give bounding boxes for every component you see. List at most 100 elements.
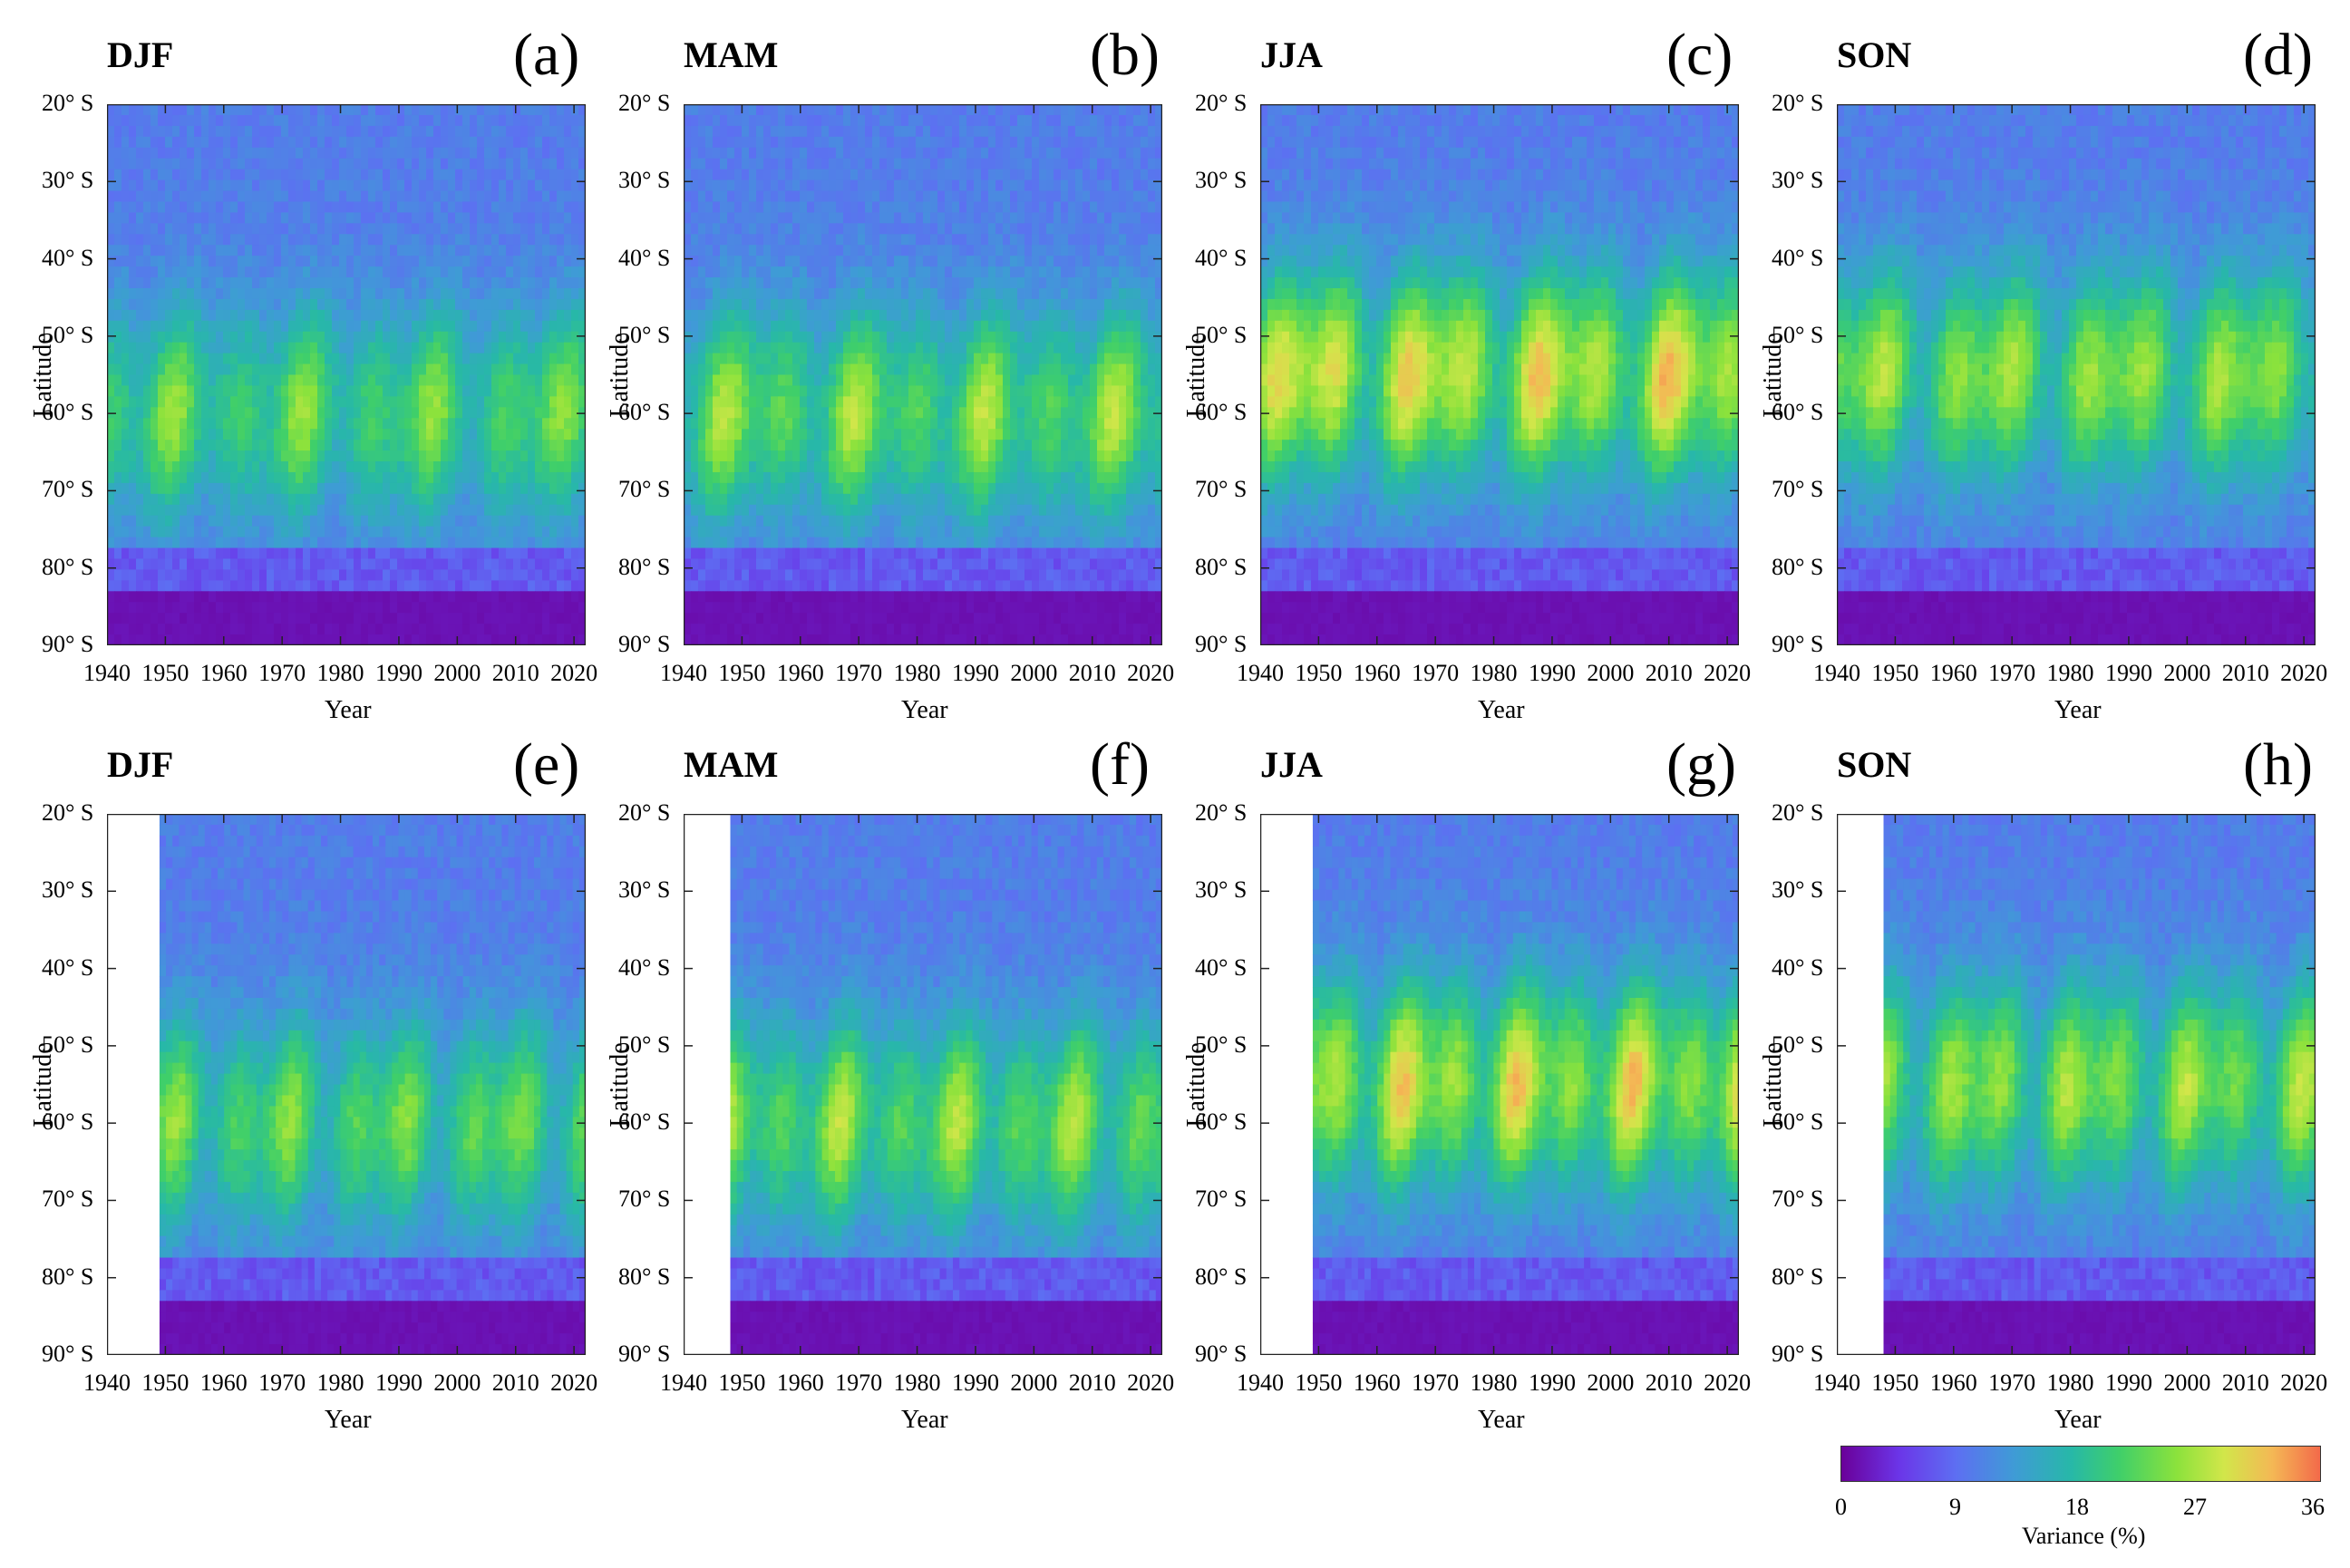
heatmap-cell	[216, 504, 224, 517]
heatmap-cell	[230, 515, 238, 528]
heatmap-cell	[129, 212, 137, 224]
heatmap-cell	[1097, 223, 1105, 235]
heatmap-cell	[1133, 147, 1141, 160]
heatmap-cell	[121, 580, 130, 592]
heatmap-cell	[194, 266, 202, 278]
heatmap-cell	[974, 320, 982, 333]
heatmap-cell	[477, 471, 485, 484]
heatmap-cell	[274, 353, 282, 365]
heatmap-cell	[136, 580, 144, 592]
heatmap-cell	[705, 363, 714, 376]
heatmap-cell	[887, 320, 895, 333]
heatmap-cell	[151, 169, 159, 181]
heatmap-cell	[281, 580, 289, 592]
heatmap-cell	[879, 147, 888, 160]
heatmap-cell	[172, 537, 180, 549]
heatmap-cell	[201, 114, 209, 127]
heatmap-cell	[151, 256, 159, 267]
heatmap-cell	[865, 169, 873, 181]
heatmap-cell	[201, 201, 209, 213]
heatmap-cell	[143, 277, 151, 289]
heatmap-cell	[238, 125, 246, 138]
heatmap-cell	[121, 309, 130, 322]
heatmap-cell	[756, 223, 764, 235]
heatmap-cell	[792, 179, 801, 192]
heatmap-cell	[542, 569, 550, 581]
heatmap-cell	[259, 256, 267, 267]
heatmap-cell	[194, 363, 202, 376]
heatmap-cell	[1046, 256, 1054, 267]
heatmap-cell	[121, 624, 130, 635]
heatmap-cell	[814, 125, 822, 138]
heatmap-cell	[1119, 234, 1127, 246]
heatmap-cell	[749, 136, 757, 149]
heatmap-cell	[187, 429, 195, 440]
heatmap-cell	[785, 169, 793, 181]
heatmap-cell	[317, 104, 325, 116]
heatmap-cell	[908, 158, 917, 170]
heatmap-cell	[303, 158, 311, 170]
heatmap-cell	[542, 363, 550, 376]
heatmap-cell	[1133, 179, 1141, 192]
heatmap-cell	[484, 136, 492, 149]
heatmap-cell	[684, 201, 692, 213]
heatmap-cell	[1054, 287, 1062, 300]
heatmap-cell	[223, 461, 231, 473]
heatmap-cell	[368, 104, 376, 116]
heatmap-cell	[937, 245, 946, 256]
heatmap-cell	[477, 287, 485, 300]
heatmap-cell	[426, 158, 434, 170]
heatmap-cell	[1003, 125, 1011, 138]
heatmap-cell	[412, 104, 420, 116]
heatmap-cell	[129, 353, 137, 365]
heatmap-cell	[477, 277, 485, 289]
heatmap-cell	[107, 418, 115, 430]
heatmap-cell	[785, 320, 793, 333]
heatmap-cell	[209, 624, 217, 635]
heatmap-cell	[1097, 212, 1105, 224]
heatmap-cell	[792, 212, 801, 224]
heatmap-cell	[332, 234, 340, 246]
heatmap-cell	[792, 363, 801, 376]
heatmap-cell	[520, 493, 529, 506]
heatmap-cell	[684, 342, 692, 354]
heatmap-cell	[361, 256, 369, 267]
heatmap-cell	[165, 342, 173, 354]
heatmap-cell	[923, 201, 931, 213]
heatmap-cell	[1133, 298, 1141, 311]
heatmap-cell	[995, 287, 1004, 300]
heatmap-cell	[121, 298, 130, 311]
heatmap-cell	[114, 320, 122, 333]
heatmap-cell	[281, 591, 289, 603]
heatmap-cell	[1148, 223, 1156, 235]
heatmap-cell	[187, 461, 195, 473]
heatmap-cell	[346, 429, 354, 440]
heatmap-cell	[412, 169, 420, 181]
heatmap-cell	[448, 624, 456, 635]
heatmap-cell	[1090, 266, 1098, 278]
heatmap-cell	[172, 179, 180, 192]
heatmap-cell	[216, 547, 224, 560]
heatmap-cell	[1032, 309, 1040, 322]
heatmap-cell	[470, 407, 478, 419]
heatmap-cell	[317, 602, 325, 614]
heatmap-cell	[1032, 125, 1040, 138]
heatmap-cell	[180, 125, 188, 138]
heatmap-cell	[571, 374, 579, 387]
heatmap-cell	[1090, 331, 1098, 344]
heatmap-cell	[499, 374, 507, 387]
heatmap-cell	[756, 245, 764, 256]
heatmap-cell	[252, 591, 260, 603]
heatmap-cell	[238, 482, 246, 495]
heatmap-cell	[470, 320, 478, 333]
heatmap-cell	[317, 569, 325, 581]
heatmap-cell	[1126, 125, 1134, 138]
heatmap-cell	[923, 169, 931, 181]
heatmap-cell	[361, 190, 369, 203]
heatmap-cell	[245, 537, 253, 549]
heatmap-cell	[800, 104, 808, 116]
heatmap-cell	[1003, 309, 1011, 322]
heatmap-cell	[114, 353, 122, 365]
heatmap-cell	[520, 385, 529, 397]
heatmap-cell	[499, 418, 507, 430]
